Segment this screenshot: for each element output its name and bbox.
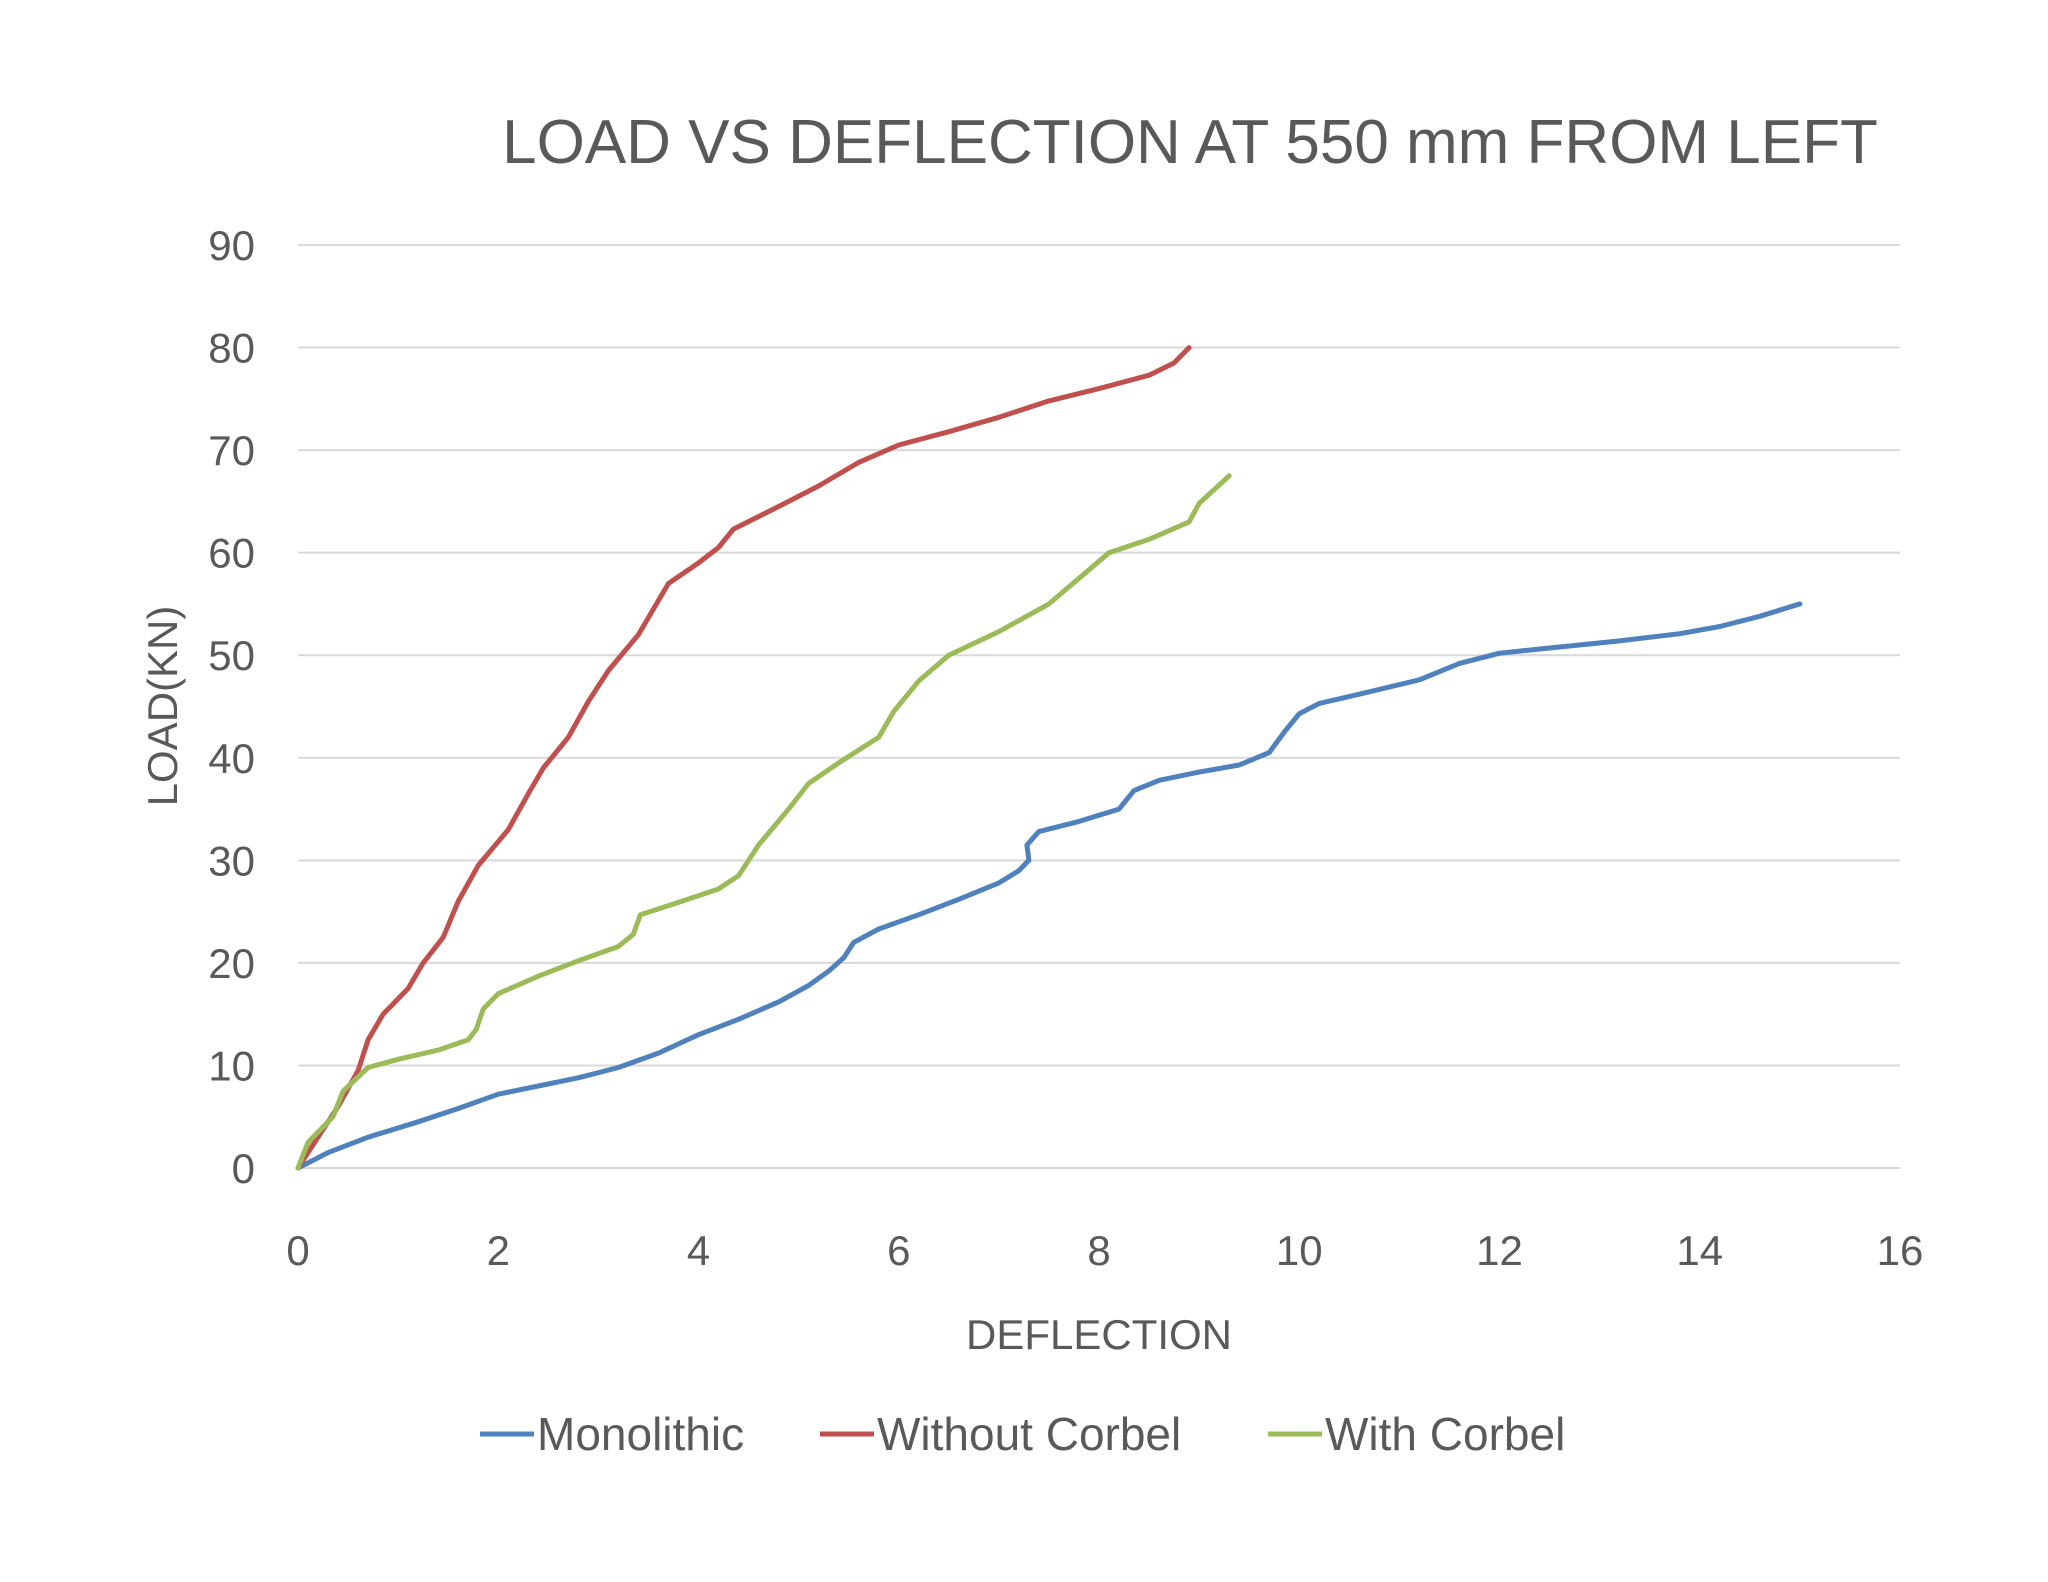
x-tick-label: 10 bbox=[1276, 1227, 1323, 1274]
x-tick-label: 8 bbox=[1087, 1227, 1110, 1274]
legend-label-without-corbel: Without Corbel bbox=[877, 1408, 1181, 1460]
legend: Monolithic Without Corbel With Corbel bbox=[480, 1408, 1565, 1460]
x-tick-labels: 0 2 4 6 8 10 12 14 16 bbox=[286, 1227, 1923, 1274]
x-tick-label: 14 bbox=[1676, 1227, 1723, 1274]
y-tick-label: 30 bbox=[208, 837, 255, 884]
chart-title: LOAD VS DEFLECTION AT 550 mm FROM LEFT bbox=[502, 108, 1878, 177]
legend-label-monolithic: Monolithic bbox=[537, 1408, 744, 1460]
legend-label-with-corbel: With Corbel bbox=[1325, 1408, 1565, 1460]
y-tick-labels: 0 10 20 30 40 50 60 70 80 90 bbox=[208, 222, 255, 1192]
x-tick-label: 0 bbox=[286, 1227, 309, 1274]
y-tick-label: 50 bbox=[208, 632, 255, 679]
series-line-monolithic bbox=[295, 601, 1803, 1171]
series-line-without-corbel bbox=[295, 345, 1192, 1171]
x-axis-title: DEFLECTION bbox=[966, 1311, 1232, 1358]
y-tick-label: 0 bbox=[232, 1145, 255, 1192]
y-tick-label: 20 bbox=[208, 940, 255, 987]
y-tick-label: 40 bbox=[208, 735, 255, 782]
y-axis-title: LOAD(KN) bbox=[139, 606, 186, 807]
series-lines bbox=[295, 345, 1803, 1171]
x-tick-label: 2 bbox=[487, 1227, 510, 1274]
y-tick-label: 80 bbox=[208, 325, 255, 372]
y-tick-label: 90 bbox=[208, 222, 255, 269]
x-tick-label: 16 bbox=[1877, 1227, 1924, 1274]
y-tick-label: 10 bbox=[208, 1042, 255, 1089]
y-tick-label: 70 bbox=[208, 427, 255, 474]
gridlines bbox=[298, 244, 1900, 1169]
x-tick-label: 6 bbox=[887, 1227, 910, 1274]
y-tick-label: 60 bbox=[208, 530, 255, 577]
series-line-with-corbel bbox=[295, 473, 1232, 1171]
x-tick-label: 4 bbox=[687, 1227, 710, 1274]
x-tick-label: 12 bbox=[1476, 1227, 1523, 1274]
